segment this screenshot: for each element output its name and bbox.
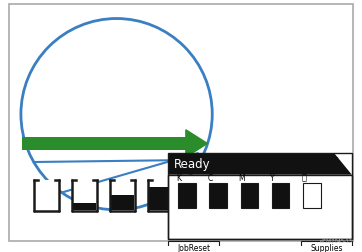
- Bar: [34, 180, 59, 211]
- Polygon shape: [186, 130, 207, 158]
- Text: JobReset: JobReset: [177, 243, 210, 252]
- PathPatch shape: [168, 154, 352, 175]
- Bar: [186, 180, 211, 211]
- Text: Y: Y: [270, 173, 274, 182]
- Bar: [73, 204, 96, 210]
- Bar: [301, 241, 352, 252]
- Bar: [149, 187, 172, 210]
- Bar: [22, 137, 186, 151]
- Bar: [187, 181, 210, 210]
- Bar: [209, 183, 227, 208]
- Bar: [178, 183, 195, 208]
- Bar: [148, 180, 173, 211]
- Text: Ready: Ready: [174, 158, 211, 171]
- Bar: [272, 183, 289, 208]
- Text: C: C: [207, 173, 212, 182]
- Bar: [303, 183, 321, 208]
- Bar: [168, 241, 219, 252]
- Text: M: M: [239, 173, 245, 182]
- Bar: [240, 183, 258, 208]
- Text: ⎙: ⎙: [302, 173, 307, 182]
- Bar: [110, 180, 135, 211]
- Text: Supplies: Supplies: [310, 243, 343, 252]
- Bar: [111, 195, 134, 210]
- Bar: [168, 175, 352, 239]
- Text: K: K: [176, 173, 181, 182]
- Text: e7262045-13: e7262045-13: [320, 238, 353, 243]
- Bar: [168, 154, 352, 239]
- Bar: [72, 180, 97, 211]
